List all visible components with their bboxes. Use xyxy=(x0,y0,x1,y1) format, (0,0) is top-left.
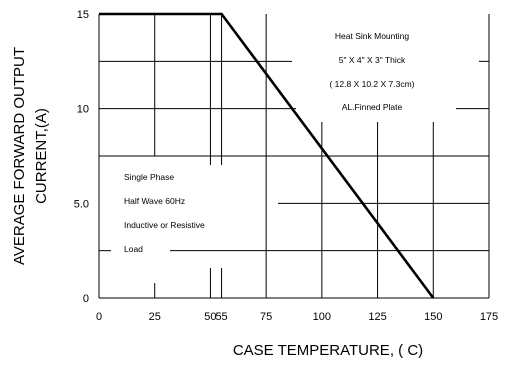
y-tick-label: 5.0 xyxy=(74,198,89,210)
y-tick-label: 15 xyxy=(77,9,89,21)
circuit-note: Load xyxy=(124,244,143,254)
y-axis-label: CURRENT,(A) xyxy=(33,108,50,204)
y-tick-label: 0 xyxy=(83,293,89,305)
derating-curve xyxy=(99,12,435,299)
y-tick-label: 10 xyxy=(77,104,89,116)
x-tick-label: 125 xyxy=(368,311,386,323)
x-tick-label: 25 xyxy=(149,311,161,323)
circuit-note: Inductive or Resistive xyxy=(124,220,205,230)
x-tick-label: 175 xyxy=(480,311,498,323)
heat-sink-note: AL.Finned Plate xyxy=(342,102,403,112)
circuit-note: Half Wave 60Hz xyxy=(124,196,185,206)
x-axis-label: CASE TEMPERATURE, ( C) xyxy=(233,342,423,359)
x-tick-label: 75 xyxy=(260,311,272,323)
x-tick-label: 50 xyxy=(204,311,216,323)
heat-sink-note: Heat Sink Mounting xyxy=(335,31,409,41)
x-tick-label: 0 xyxy=(96,311,102,323)
heat-sink-note: 5" X 4" X 3" Thick xyxy=(339,55,406,65)
heat-sink-note: ( 12.8 X 10.2 X 7.3cm) xyxy=(329,79,414,89)
x-tick-label: 55 xyxy=(215,311,227,323)
x-tick-label: 100 xyxy=(313,311,331,323)
y-axis-label: AVERAGE FORWARD OUTPUT xyxy=(11,47,28,265)
x-tick-label: 150 xyxy=(424,311,442,323)
circuit-note: Single Phase xyxy=(124,172,174,182)
